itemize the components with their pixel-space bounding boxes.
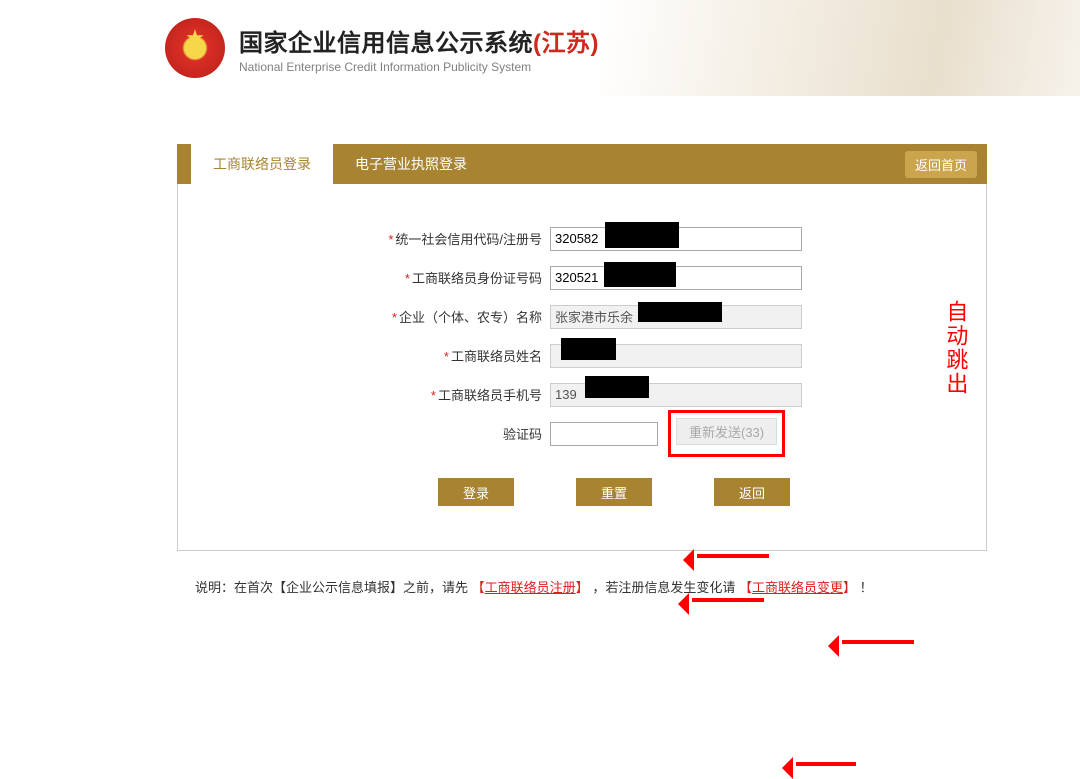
label-captcha: 验证码: [178, 424, 550, 443]
site-title: 国家企业信用信息公示系统(江苏): [239, 23, 599, 58]
site-title-region: (江苏): [533, 30, 599, 57]
bracket-icon: 】: [576, 580, 589, 595]
login-button[interactable]: 登录: [438, 478, 514, 506]
tab-elicense-login[interactable]: 电子营业执照登录: [333, 144, 489, 184]
national-emblem-icon: [165, 18, 225, 78]
annotation-arrow-icon: [692, 598, 764, 602]
bracket-icon: 】: [843, 580, 856, 595]
footer-mid: ，若注册信息发生变化请: [592, 580, 735, 595]
captcha-input[interactable]: [550, 422, 658, 446]
site-title-main: 国家企业信用信息公示系统: [239, 30, 533, 57]
login-panel: 工商联络员登录 电子营业执照登录 返回首页 *统一社会信用代码/注册号 *工商联…: [177, 144, 987, 551]
resend-button[interactable]: 重新发送(33): [676, 418, 777, 445]
header-decoration: [600, 0, 1080, 96]
reset-button[interactable]: 重置: [576, 478, 652, 506]
label-ent-name: *企业（个体、农专）名称: [178, 307, 550, 326]
resend-highlight-box: 重新发送(33): [668, 410, 785, 457]
annotation-arrow-icon: [697, 554, 769, 558]
annotation-arrow-icon: [842, 640, 914, 644]
row-ent-name: *企业（个体、农专）名称: [178, 298, 986, 335]
label-contact-name: *工商联络员姓名: [178, 346, 550, 365]
phone-input: [550, 383, 802, 407]
tab-bar: 工商联络员登录 电子营业执照登录 返回首页: [177, 144, 987, 184]
page-header: 国家企业信用信息公示系统(江苏) National Enterprise Cre…: [0, 0, 1080, 96]
tab-liaison-login[interactable]: 工商联络员登录: [191, 144, 333, 184]
ent-name-input: [550, 305, 802, 329]
title-block: 国家企业信用信息公示系统(江苏) National Enterprise Cre…: [239, 23, 599, 74]
row-phone: *工商联络员手机号: [178, 376, 986, 413]
bracket-icon: 【: [472, 580, 485, 595]
footer-note: 说明：在首次【企业公示信息填报】之前，请先 【工商联络员注册】 ，若注册信息发生…: [195, 577, 1080, 596]
contact-name-input: [550, 344, 802, 368]
label-id-no: *工商联络员身份证号码: [178, 268, 550, 287]
id-no-input[interactable]: [550, 266, 802, 290]
back-button[interactable]: 返回: [714, 478, 790, 506]
link-liaison-update[interactable]: 工商联络员变更: [752, 580, 843, 595]
credit-code-input[interactable]: [550, 227, 802, 251]
row-contact-name: *工商联络员姓名: [178, 337, 986, 374]
footer-end: ！: [860, 580, 873, 595]
site-title-en: National Enterprise Credit Information P…: [239, 60, 599, 74]
row-captcha: 验证码 重新发送(33): [178, 415, 986, 452]
button-row: 登录 重置 返回: [178, 478, 986, 506]
bracket-icon: 【: [739, 580, 752, 595]
link-liaison-register[interactable]: 工商联络员注册: [485, 580, 576, 595]
back-home-button[interactable]: 返回首页: [905, 151, 977, 178]
row-id-no: *工商联络员身份证号码: [178, 259, 986, 296]
label-phone: *工商联络员手机号: [178, 385, 550, 404]
annotation-arrow-icon: [796, 762, 856, 766]
row-credit-code: *统一社会信用代码/注册号: [178, 220, 986, 257]
label-credit-code: *统一社会信用代码/注册号: [178, 229, 550, 248]
footer-pre: 说明：在首次【企业公示信息填报】之前，请先: [195, 580, 468, 595]
tab-gap: [177, 144, 191, 184]
login-form: *统一社会信用代码/注册号 *工商联络员身份证号码 *企业（个体、农专）名称 *…: [177, 184, 987, 551]
